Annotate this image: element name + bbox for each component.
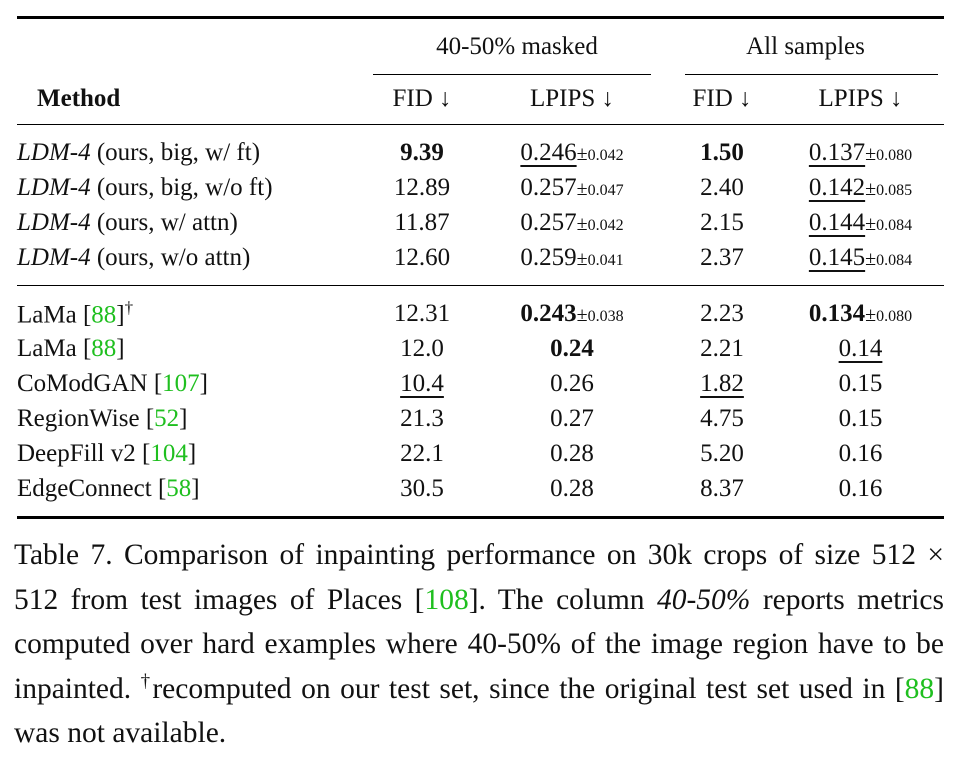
lpips-all-value: 0.14 [838,334,883,362]
table-row: EdgeConnect [58] 30.5 0.28 8.37 0.16 [17,471,944,506]
method-name: LDM-4 (ours, w/ attn) [17,208,238,236]
col-header-fid-all: FID ↓ [692,85,752,112]
fid-all-value: 2.21 [700,334,744,362]
fid-all-value: 4.75 [700,404,744,432]
fid-masked-value: 10.4 [400,369,444,397]
fid-masked-value: 12.31 [393,299,451,327]
lpips-all-value: 0.137±0.080 [808,138,913,166]
fid-all-value: 2.37 [700,243,744,271]
lpips-masked-value: 0.26 [550,369,594,397]
method-name: DeepFill v2 [104] [17,439,197,467]
table-row: LDM-4 (ours, big, w/o ft) 12.89 0.257±0.04… [17,170,944,205]
citation-link[interactable]: 107 [162,369,200,397]
fid-all-value: 2.15 [700,208,744,236]
citation-link[interactable]: 58 [166,474,192,502]
column-header-row: Method FID ↓ LPIPS ↓ FID ↓ LPIPS ↓ [17,74,944,125]
lpips-all-value: 0.16 [838,474,883,502]
fid-all-value: 5.20 [700,439,744,467]
lpips-masked-value: 0.257±0.047 [520,173,624,201]
group-header-all: All samples [667,19,944,75]
ours-rows: LDM-4 (ours, big, w/ ft) 9.39 0.246±0.042 1… [17,135,944,275]
fid-all-value: 1.82 [700,369,744,397]
top-rule [17,16,944,20]
fid-masked-value: 30.5 [400,474,444,502]
section-rule [17,285,944,286]
citation-link[interactable]: 88 [91,301,117,329]
lpips-all-value: 0.15 [838,369,883,397]
method-name: RegionWise [52] [17,404,188,432]
col-header-fid-masked: FID ↓ [392,85,452,112]
header-rule [17,124,944,125]
bottom-rule [17,516,944,520]
group-header-masked: 40-50% masked [367,19,667,75]
caption-citation-108[interactable]: 108 [424,583,469,616]
fid-all-value: 2.23 [700,299,744,327]
group-header-row: 40-50% masked All samples [17,19,944,75]
table-row: LaMa [88]† 12.31 0.243±0.038 2.23 0.134±0.08… [17,296,944,331]
lpips-all-value: 0.16 [838,439,883,467]
method-name: LDM-4 (ours, w/o attn) [17,243,251,271]
fid-masked-value: 21.3 [400,404,444,432]
table-row: LaMa [88] 12.0 0.24 2.21 0.14 [17,331,944,366]
results-table: 40-50% masked All samples Method FID ↓ L… [17,16,944,520]
dagger-mark: † [140,670,153,692]
lpips-masked-value: 0.28 [550,439,594,467]
table-row: LDM-4 (ours, big, w/ ft) 9.39 0.246±0.042 1… [17,135,944,170]
caption-citation-88[interactable]: 88 [904,672,935,705]
table-row: DeepFill v2 [104] 22.1 0.28 5.20 0.16 [17,436,944,471]
fid-masked-value: 12.89 [393,173,451,201]
lpips-all-value: 0.142±0.085 [808,173,913,201]
fid-masked-value: 9.39 [400,138,444,166]
method-name: EdgeConnect [58] [17,474,200,502]
lpips-all-value: 0.145±0.084 [808,243,913,271]
lpips-masked-value: 0.259±0.041 [520,243,624,271]
lpips-all-value: 0.134±0.080 [808,299,913,327]
col-header-lpips-all: LPIPS ↓ [818,85,903,112]
fid-all-value: 1.50 [700,138,744,166]
method-name: LDM-4 (ours, big, w/o ft) [17,173,273,201]
fid-all-value: 2.40 [700,173,744,201]
lpips-masked-value: 0.246±0.042 [520,138,624,166]
method-name: LDM-4 (ours, big, w/ ft) [17,138,261,166]
fid-masked-value: 11.87 [394,208,450,236]
method-name: LaMa [88] [17,334,125,362]
lpips-all-value: 0.15 [838,404,883,432]
citation-link[interactable]: 52 [154,404,180,432]
fid-masked-value: 12.60 [393,243,451,271]
lpips-masked-value: 0.24 [550,334,594,362]
lpips-all-value: 0.144±0.084 [808,208,913,236]
lpips-masked-value: 0.27 [550,404,594,432]
table-row: RegionWise [52] 21.3 0.27 4.75 0.15 [17,401,944,436]
lpips-masked-value: 0.243±0.038 [520,299,624,327]
fid-masked-value: 12.0 [400,334,444,362]
citation-link[interactable]: 104 [150,439,188,467]
col-header-method: Method [37,85,121,112]
fid-all-value: 8.37 [700,474,744,502]
method-name: LaMa [88]† [17,297,134,329]
fid-masked-value: 22.1 [400,439,444,467]
table-row: LDM-4 (ours, w/o attn) 12.60 0.259±0.041 2.… [17,240,944,275]
table-caption: Table 7. Comparison of inpainting perfor… [14,539,945,750]
lpips-masked-value: 0.28 [550,474,594,502]
lpips-masked-value: 0.257±0.042 [520,208,624,236]
method-name: CoModGAN [107] [17,369,208,397]
table-row: LDM-4 (ours, w/ attn) 11.87 0.257±0.042 2.1… [17,205,944,240]
table-row: CoModGAN [107] 10.4 0.26 1.82 0.15 [17,366,944,401]
baseline-rows: LaMa [88]† 12.31 0.243±0.038 2.23 0.134±0.08… [17,296,944,506]
caption-label: Table 7. [14,539,113,571]
citation-link[interactable]: 88 [91,334,117,362]
col-header-lpips-masked: LPIPS ↓ [529,85,615,112]
